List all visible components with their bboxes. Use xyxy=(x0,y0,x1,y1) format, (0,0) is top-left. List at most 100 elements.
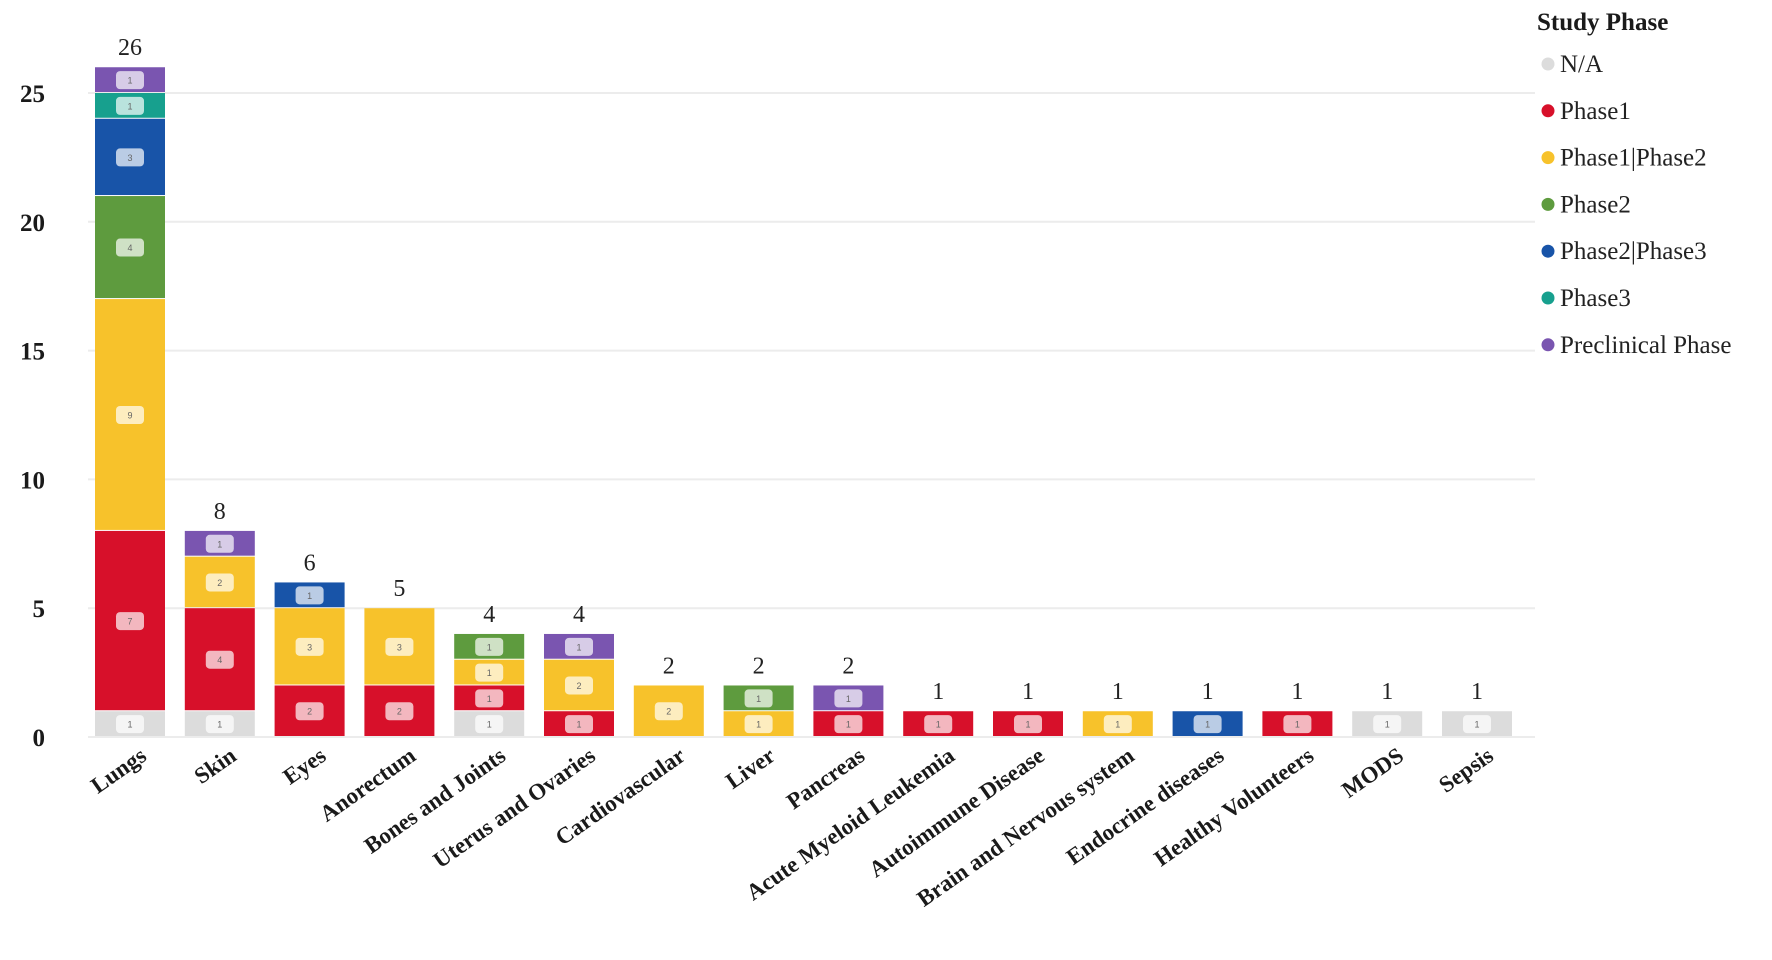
segment-label-box xyxy=(475,715,504,734)
segment-label-box xyxy=(116,715,144,734)
legend-item-phase2[interactable]: Phase2 xyxy=(1541,191,1631,218)
segment-label-box xyxy=(295,586,324,605)
segment-label-box xyxy=(475,663,504,682)
segment-value: 3 xyxy=(307,642,312,652)
segment-value: 1 xyxy=(127,76,132,86)
bar-anorectum[interactable]: 2 3 5 xyxy=(364,576,435,736)
segment-label-box xyxy=(1014,715,1042,734)
y-tick-label: 0 xyxy=(33,725,46,752)
segment-label-box xyxy=(475,637,504,656)
segment-label-box xyxy=(924,715,953,734)
x-tick-label: Liver xyxy=(721,743,779,794)
x-tick-label: MODS xyxy=(1337,743,1408,803)
legend-title: Study Phase xyxy=(1537,9,1668,36)
segment-label-box xyxy=(116,148,144,167)
segment-label-box xyxy=(1373,715,1402,734)
segment-value: 1 xyxy=(127,720,132,730)
bar-total: 26 xyxy=(118,35,142,61)
segment-value: 7 xyxy=(127,617,132,627)
x-tick-label: Lungs xyxy=(86,743,151,799)
bar-total: 2 xyxy=(663,653,675,679)
bar-total: 5 xyxy=(393,576,405,602)
y-tick-label: 25 xyxy=(20,81,45,108)
legend-label: Phase1|Phase2 xyxy=(1560,145,1707,172)
segment-value: 1 xyxy=(487,694,492,704)
segment-label-box xyxy=(116,612,144,631)
segment-label-box xyxy=(116,238,144,257)
y-tick-label: 10 xyxy=(20,467,45,494)
segment-label-box xyxy=(116,96,144,115)
y-tick-label: 15 xyxy=(20,339,45,366)
bar-sepsis[interactable]: 11 xyxy=(1442,679,1512,736)
legend-item-phase2-phase3[interactable]: Phase2|Phase3 xyxy=(1541,238,1707,265)
legend-dot-icon xyxy=(1541,291,1555,305)
bar-total: 1 xyxy=(932,679,944,705)
x-tick-label: Sepsis xyxy=(1434,743,1498,798)
segment-label-box xyxy=(295,702,324,721)
segment-label-box xyxy=(385,637,414,656)
bars: 1794311261421823162351111412142211211211… xyxy=(95,35,1512,736)
bar-pancreas[interactable]: 1 1 2 xyxy=(813,653,884,736)
legend-item-phase3[interactable]: Phase3 xyxy=(1541,285,1631,312)
segment-label-box xyxy=(834,715,863,734)
segment-label-box xyxy=(834,689,863,708)
bar-skin[interactable]: 1 4 2 1 8 xyxy=(184,499,255,736)
bar-mods[interactable]: 11 xyxy=(1352,679,1423,736)
bar-uterus-and-ovaries[interactable]: 1 2 1 4 xyxy=(544,602,614,736)
segment-value: 1 xyxy=(846,694,851,704)
bar-acute-myeloid-leukemia[interactable]: 11 xyxy=(903,679,974,736)
legend-dot-icon xyxy=(1541,57,1555,71)
bar-brain-and-nervous-system[interactable]: 11 xyxy=(1082,679,1153,736)
bar-eyes[interactable]: 2 3 1 6 xyxy=(274,550,345,736)
legend-dot-icon xyxy=(1541,151,1555,165)
segment-value: 1 xyxy=(1115,720,1120,730)
segment-label-box xyxy=(565,637,593,656)
bar-bones-and-joints[interactable]: 1 1 1 1 4 xyxy=(454,602,525,736)
segment-value: 1 xyxy=(487,720,492,730)
segment-value: 1 xyxy=(217,539,222,549)
bar-total: 4 xyxy=(573,602,585,628)
segment-value: 1 xyxy=(1295,720,1300,730)
segment-label-box xyxy=(654,702,683,721)
segment-value: 1 xyxy=(576,642,581,652)
bar-total: 6 xyxy=(304,550,316,576)
bar-liver[interactable]: 1 1 2 xyxy=(723,653,794,736)
segment-label-box xyxy=(565,676,593,695)
segment-value: 1 xyxy=(487,642,492,652)
legend-item-phase1-phase2[interactable]: Phase1|Phase2 xyxy=(1541,145,1707,172)
bar-cardiovascular[interactable]: 22 xyxy=(633,653,704,736)
bar-total: 2 xyxy=(842,653,854,679)
legend-dot-icon xyxy=(1541,104,1555,118)
y-tick-label: 20 xyxy=(20,210,45,237)
segment-label-box xyxy=(1103,715,1132,734)
segment-value: 3 xyxy=(397,642,402,652)
segment-value: 1 xyxy=(846,720,851,730)
segment-value: 4 xyxy=(127,243,132,253)
legend-label: Phase2|Phase3 xyxy=(1560,238,1707,265)
x-tick-label: Eyes xyxy=(278,743,330,790)
segment-label-box xyxy=(744,689,773,708)
legend-dot-icon xyxy=(1541,197,1555,211)
bar-total: 2 xyxy=(753,653,765,679)
legend-item-preclinical-phase[interactable]: Preclinical Phase xyxy=(1541,332,1732,359)
bar-healthy-volunteers[interactable]: 11 xyxy=(1262,679,1333,736)
segment-value: 1 xyxy=(127,101,132,111)
segment-value: 1 xyxy=(576,720,581,730)
legend-item-n-a[interactable]: N/A xyxy=(1541,51,1604,78)
segment-value: 2 xyxy=(307,707,312,717)
bar-autoimmune-disease[interactable]: 11 xyxy=(993,679,1063,736)
segment-value: 1 xyxy=(756,720,761,730)
segment-label-box xyxy=(205,650,234,669)
segment-value: 3 xyxy=(127,153,132,163)
segment-value: 9 xyxy=(127,411,132,421)
segment-value: 1 xyxy=(1205,720,1210,730)
bar-total: 8 xyxy=(214,499,226,525)
segment-label-box xyxy=(205,534,234,553)
segment-value: 2 xyxy=(576,681,581,691)
legend-item-phase1[interactable]: Phase1 xyxy=(1541,98,1631,125)
segment-label-box xyxy=(295,637,324,656)
bar-lungs[interactable]: 1 7 9 4 3 1 1 26 xyxy=(95,35,165,736)
bar-endocrine-diseases[interactable]: 11 xyxy=(1172,679,1243,736)
